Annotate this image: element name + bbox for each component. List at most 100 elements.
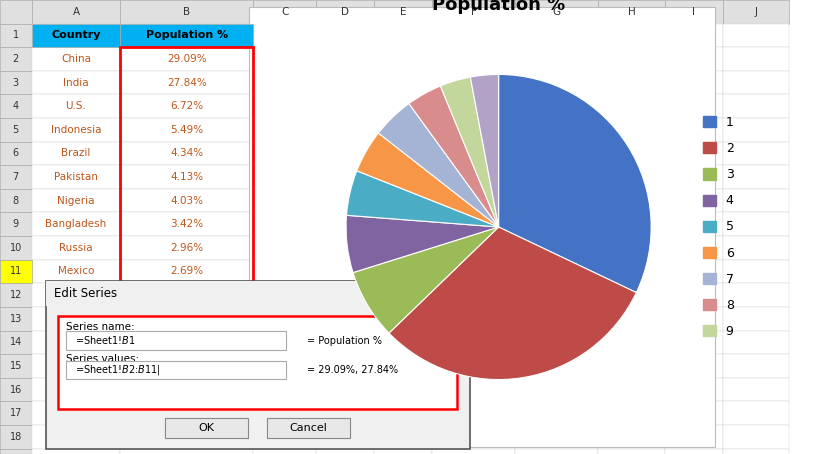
Bar [374, 307, 432, 331]
Bar [253, 189, 316, 212]
Bar [723, 425, 789, 449]
Bar [32, 71, 120, 94]
Bar [598, 283, 665, 307]
Bar [253, 47, 316, 71]
Legend: 1, 2, 3, 4, 5, 6, 7, 8, 9: 1, 2, 3, 4, 5, 6, 7, 8, 9 [703, 116, 734, 338]
Bar [598, 212, 665, 236]
Bar [0, 24, 32, 47]
Bar [432, 24, 515, 47]
Text: 3: 3 [12, 78, 19, 88]
Bar [432, 236, 515, 260]
Bar [120, 331, 253, 354]
Text: 27.84%: 27.84% [167, 78, 207, 88]
Bar [432, 94, 515, 118]
Bar [120, 142, 253, 165]
Bar [32, 212, 120, 236]
Bar [253, 354, 316, 378]
Text: A: A [72, 7, 80, 17]
Bar [432, 165, 515, 189]
Bar [0, 378, 32, 401]
Bar [32, 331, 120, 354]
Bar [432, 354, 515, 378]
Bar [316, 47, 374, 71]
Wedge shape [499, 74, 652, 292]
Text: 11: 11 [10, 266, 22, 276]
Bar [432, 212, 515, 236]
Text: 8: 8 [12, 196, 19, 206]
Bar [32, 425, 120, 449]
Bar [598, 118, 665, 142]
Bar [32, 142, 120, 165]
Wedge shape [356, 133, 499, 227]
Bar [120, 94, 253, 118]
Bar [665, 236, 723, 260]
Bar [723, 0, 789, 24]
Bar [0, 307, 32, 331]
Bar [120, 401, 253, 425]
Bar [120, 307, 253, 331]
Bar [120, 189, 253, 212]
Wedge shape [409, 86, 499, 227]
Bar [316, 354, 374, 378]
Bar [665, 260, 723, 283]
Text: China: China [61, 54, 91, 64]
Bar [515, 449, 598, 454]
Text: 11: 11 [10, 266, 22, 276]
Bar [316, 118, 374, 142]
Bar [374, 0, 432, 24]
Bar [253, 260, 316, 283]
Bar [374, 212, 432, 236]
Bar [515, 71, 598, 94]
Bar [665, 283, 723, 307]
Wedge shape [470, 74, 499, 227]
Bar [374, 260, 432, 283]
Text: D: D [341, 7, 349, 17]
Bar [32, 307, 120, 331]
Bar [120, 449, 253, 454]
Text: Edit Series: Edit Series [54, 287, 117, 301]
Bar [598, 0, 665, 24]
Bar [665, 189, 723, 212]
Bar [316, 401, 374, 425]
Bar [515, 212, 598, 236]
Bar [316, 24, 374, 47]
Text: G: G [553, 7, 561, 17]
Bar [120, 47, 253, 71]
Text: Cancel: Cancel [289, 423, 327, 433]
Bar [120, 118, 253, 142]
Text: 7: 7 [12, 172, 19, 182]
Bar [374, 425, 432, 449]
Bar [665, 0, 723, 24]
Bar [253, 142, 316, 165]
Text: F: F [470, 7, 477, 17]
Text: H: H [627, 7, 636, 17]
Bar [316, 212, 374, 236]
Text: 12: 12 [10, 290, 22, 300]
Text: 2.69%: 2.69% [170, 266, 204, 276]
Bar [253, 236, 316, 260]
Bar [0, 283, 32, 307]
Bar [598, 142, 665, 165]
Text: 4.03%: 4.03% [170, 196, 204, 206]
Text: 10: 10 [10, 243, 22, 253]
Bar [253, 212, 316, 236]
Bar [0, 47, 32, 71]
Text: Series values:: Series values: [66, 354, 140, 364]
Bar [253, 378, 316, 401]
Bar [253, 331, 316, 354]
Bar [32, 378, 120, 401]
Bar [723, 449, 789, 454]
Bar [723, 401, 789, 425]
Text: 5.49%: 5.49% [170, 125, 204, 135]
Text: ?: ? [391, 287, 398, 301]
Bar [515, 94, 598, 118]
Bar [665, 71, 723, 94]
Text: 18: 18 [10, 432, 22, 442]
Bar [32, 0, 120, 24]
Bar [120, 425, 253, 449]
Text: =Sheet1!$B$2:$B$11|: =Sheet1!$B$2:$B$11| [75, 363, 160, 377]
Bar [32, 24, 120, 47]
Bar [120, 354, 253, 378]
Text: 4.34%: 4.34% [170, 148, 204, 158]
Bar [723, 165, 789, 189]
